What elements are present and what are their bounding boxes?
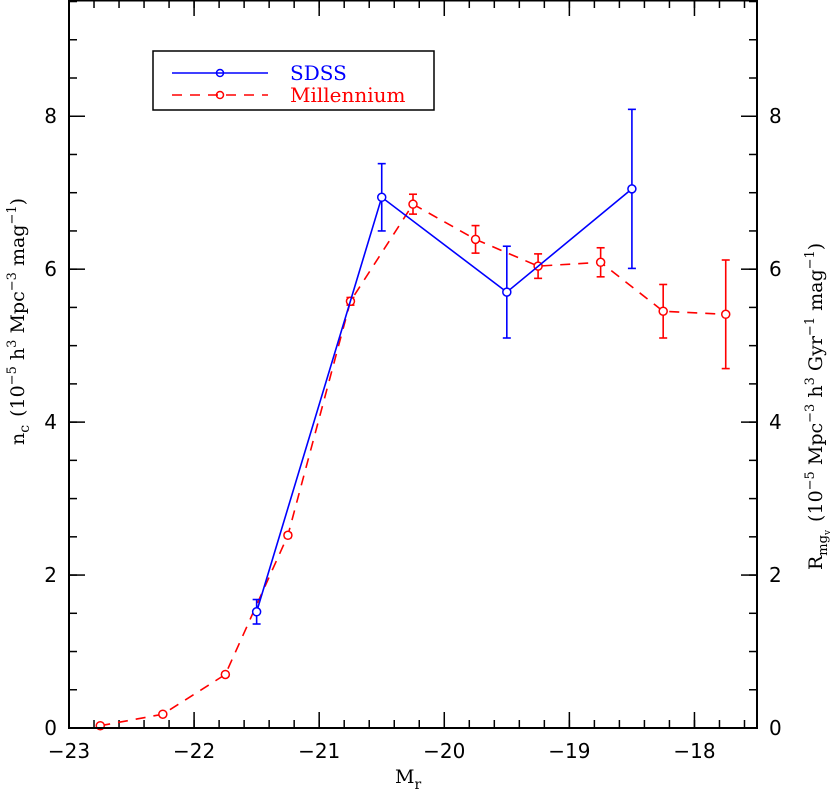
y-tick-labels-right: 0 2 4 6 8: [769, 104, 782, 740]
data-point-marker-icon: [251, 607, 262, 617]
y-tick-label-right: 0: [769, 716, 782, 740]
data-point-marker-icon: [220, 669, 231, 680]
legend-item-millennium: Millennium: [172, 83, 406, 107]
y-tick-label-right: 2: [769, 563, 782, 587]
legend-box: [152, 50, 435, 111]
x-tick-label: −19: [548, 739, 590, 763]
data-point-marker-icon: [283, 530, 293, 541]
legend-millennium-marker-icon: [215, 90, 225, 100]
series-millennium: [95, 193, 731, 731]
data-point-marker-icon: [158, 709, 168, 719]
data-point-marker-icon: [595, 257, 606, 268]
data-point-marker-icon: [408, 199, 418, 209]
y-tick-label-left: 2: [44, 563, 57, 587]
y-axis-title-left: nc(10−5 h3 Mpc−3 mag−1): [5, 198, 33, 445]
legend-item-sdss: SDSS: [172, 61, 347, 85]
series-line: [255, 188, 633, 612]
y-tick-label-left: 8: [44, 104, 57, 128]
data-point-marker-icon: [658, 306, 668, 316]
legend: SDSS Millennium: [152, 50, 435, 111]
y-tick-label-right: 8: [769, 104, 782, 128]
data-point-marker-icon: [627, 184, 637, 194]
y-tick-label-left: 4: [44, 410, 57, 434]
series-line: [100, 203, 726, 727]
y-tick-label-right: 4: [769, 410, 782, 434]
x-tick-label: −18: [673, 739, 715, 763]
x-tick-label: −21: [298, 739, 340, 763]
y-tick-label-left: 0: [44, 716, 57, 740]
x-tick-label: −20: [423, 739, 465, 763]
series-sdss: [251, 108, 637, 625]
y-axis-title-right: Rmgv(10−5 Mpc−3 h3 Gyr−1 mag−1): [803, 243, 831, 570]
y-tick-labels-left: 0 2 4 6 8: [44, 104, 57, 740]
legend-millennium-label: Millennium: [290, 83, 406, 107]
y-tick-label-right: 6: [769, 257, 782, 281]
data-point-marker-icon: [502, 287, 512, 297]
data-point-marker-icon: [376, 192, 387, 203]
x-tick-label: −23: [48, 739, 90, 763]
x-tick-label: −22: [173, 739, 215, 763]
series-layer: [95, 108, 731, 731]
data-point-marker-icon: [470, 234, 481, 245]
y-tick-label-left: 6: [44, 257, 57, 281]
data-point-marker-icon: [720, 309, 731, 320]
legend-sdss-label: SDSS: [290, 61, 347, 85]
legend-sdss-marker-icon: [215, 68, 225, 78]
plot-frame: [68, 0, 758, 729]
x-axis-title: Mr: [395, 766, 421, 793]
x-tick-labels: −23 −22 −21 −20 −19 −18: [48, 739, 716, 763]
